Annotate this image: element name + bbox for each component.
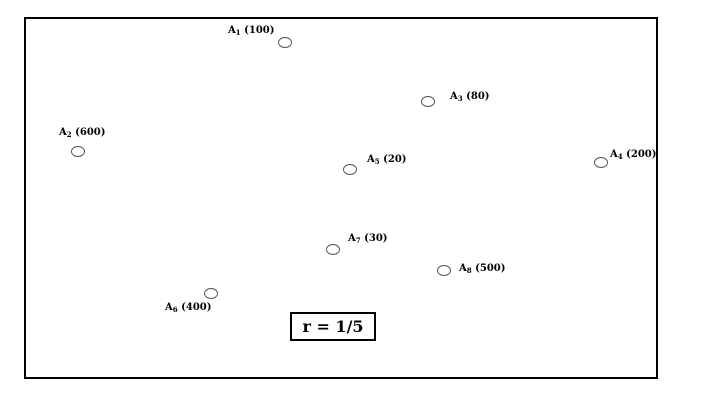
node-a2-label: A2 (600) [59,127,106,139]
node-a5-circle [343,164,357,175]
node-a1-label: A1 (100) [228,25,275,37]
node-a2-circle [71,146,85,157]
node-a5-label: A5 (20) [367,154,407,166]
node-a3-circle [421,96,435,107]
node-a3-label: A3 (80) [450,91,490,103]
node-a8-label: A8 (500) [459,263,506,275]
node-a4-circle [594,157,608,168]
node-a7-circle [326,244,340,255]
node-a4-label: A4 (200) [610,149,657,161]
node-a1-circle [278,37,292,48]
node-a6-circle [204,288,218,299]
node-a6-label: A6 (400) [165,302,212,314]
node-a7-label: A7 (30) [348,233,388,245]
ratio-label: r = 1/5 [302,317,364,336]
ratio-label-box: r = 1/5 [290,312,376,341]
node-a8-circle [437,265,451,276]
